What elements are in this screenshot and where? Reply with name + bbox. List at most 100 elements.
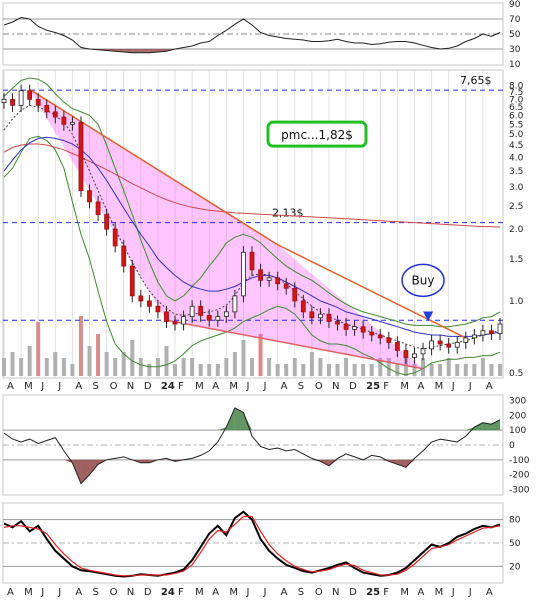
cci-overbought-segment bbox=[474, 422, 483, 431]
volume-bar bbox=[190, 358, 195, 376]
cci-oversold-segment bbox=[80, 459, 90, 484]
volume-bar bbox=[164, 346, 169, 376]
rsi-tick-label: 70 bbox=[509, 15, 521, 25]
candle bbox=[10, 93, 15, 112]
volume-bar bbox=[378, 358, 383, 376]
candle-body bbox=[446, 343, 452, 348]
price-tick-label: 2.5 bbox=[509, 202, 523, 212]
candle-body bbox=[241, 251, 246, 297]
stochastic-x-label: J bbox=[57, 587, 61, 598]
candle bbox=[27, 84, 33, 106]
candle bbox=[403, 344, 409, 364]
cci-tick-label: 300 bbox=[509, 397, 526, 407]
candle-body bbox=[420, 348, 426, 355]
price-x-label: M bbox=[435, 381, 444, 392]
candle bbox=[394, 336, 400, 357]
candle bbox=[258, 263, 263, 287]
annotations: pmc...1,82$ Buy bbox=[266, 120, 445, 322]
volume-bar bbox=[10, 352, 15, 376]
cci-panel: 300 200 100 0 -100 -200 -300 bbox=[2, 394, 530, 496]
price-tick-label: 5.5 bbox=[509, 120, 523, 130]
price-x-label: M bbox=[195, 381, 204, 392]
candle bbox=[386, 331, 392, 349]
candle bbox=[215, 310, 221, 327]
volume-bar bbox=[480, 358, 485, 376]
candle-body bbox=[309, 311, 315, 319]
candle-body bbox=[335, 321, 340, 325]
candle bbox=[309, 305, 315, 325]
candle bbox=[164, 305, 169, 328]
price-x-label: M bbox=[400, 381, 409, 392]
price-tick-label: 3.0 bbox=[509, 183, 524, 193]
stochastic-x-label: M bbox=[400, 587, 409, 598]
candle-body bbox=[129, 265, 135, 297]
candle-body bbox=[326, 313, 332, 322]
shaded-wedge bbox=[29, 89, 424, 369]
volume-bar bbox=[19, 358, 24, 376]
candle bbox=[138, 289, 144, 308]
cci-overbought-segment bbox=[217, 427, 227, 431]
rsi-tick-labels: 90 70 50 30 10 bbox=[509, 0, 521, 70]
volume-bar bbox=[292, 358, 297, 376]
volume-bar bbox=[27, 346, 32, 376]
volume-bar bbox=[369, 364, 374, 376]
candle bbox=[241, 246, 246, 303]
candle-body bbox=[283, 283, 289, 289]
volume-bar bbox=[258, 334, 263, 376]
price-x-label: D bbox=[349, 381, 357, 392]
volume-bar bbox=[113, 358, 118, 376]
price-x-label: 25 bbox=[366, 381, 380, 392]
stochastic-x-label: M bbox=[435, 587, 444, 598]
volume-bar bbox=[121, 352, 126, 376]
price-tick-labels: 8.07.57.06.56.05.55.04.5 4.0 3.5 3.0 2.5 2.0 1… bbox=[509, 82, 524, 379]
price-x-label: A bbox=[417, 381, 424, 392]
volume-bars bbox=[2, 316, 502, 376]
candle-body bbox=[215, 316, 221, 321]
volume-bar bbox=[403, 352, 408, 376]
stochastic-x-label: N bbox=[127, 587, 134, 598]
price-x-label: J bbox=[57, 381, 61, 392]
volume-bar bbox=[267, 358, 272, 376]
candle-body bbox=[489, 330, 494, 334]
volume-bar bbox=[215, 364, 220, 376]
candle-body bbox=[146, 300, 152, 307]
volume-bar bbox=[198, 364, 203, 376]
volume-bar bbox=[326, 364, 331, 376]
candle bbox=[497, 318, 503, 340]
candle-body bbox=[112, 228, 118, 247]
volume-bar bbox=[87, 346, 92, 376]
stoch-tick-label: 50 bbox=[509, 539, 521, 549]
candle-body bbox=[138, 295, 144, 302]
rsi-tick-label: 30 bbox=[509, 45, 521, 55]
volume-bar bbox=[207, 364, 212, 376]
price-x-label: J bbox=[451, 381, 455, 392]
stochastic-x-label: 24 bbox=[161, 587, 175, 598]
price-tick-label: 0.5 bbox=[509, 369, 523, 379]
price-x-label: O bbox=[110, 381, 118, 392]
candle bbox=[412, 347, 417, 364]
candle bbox=[223, 305, 229, 323]
candle-body bbox=[429, 340, 434, 350]
price-x-label: A bbox=[75, 381, 82, 392]
price-tick-label: 7.5 bbox=[509, 88, 523, 98]
price-tick-label: 6.5 bbox=[509, 103, 523, 113]
candle-body bbox=[386, 337, 392, 343]
volume-bar bbox=[309, 352, 314, 376]
candle-body bbox=[61, 116, 67, 125]
volume-bar bbox=[318, 358, 323, 376]
volume-bar bbox=[489, 364, 494, 376]
candle bbox=[275, 271, 281, 291]
volume-bar bbox=[53, 352, 58, 376]
candle bbox=[283, 277, 289, 295]
candle-body bbox=[198, 305, 204, 316]
price-x-label: A bbox=[281, 381, 288, 392]
price-x-label: S bbox=[298, 381, 304, 392]
price-x-label: O bbox=[315, 381, 323, 392]
price-tick-label: 1.0 bbox=[509, 297, 524, 307]
stochastic-x-label: S bbox=[93, 587, 99, 598]
candle bbox=[335, 315, 340, 331]
cci-oversold-segment bbox=[140, 459, 150, 463]
stochastic-x-label: A bbox=[417, 587, 424, 598]
candle-body bbox=[394, 342, 400, 351]
